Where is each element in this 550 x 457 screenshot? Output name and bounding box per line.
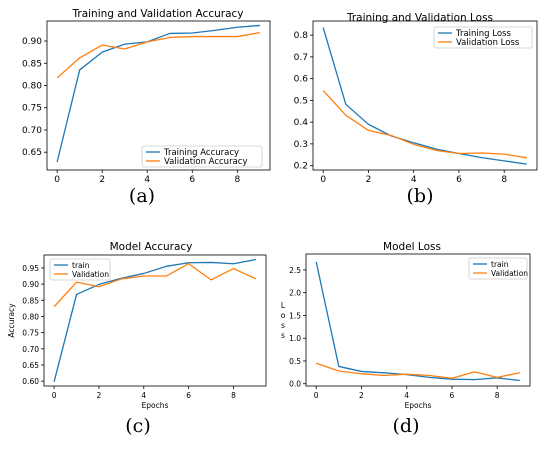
series-line-secondary: [322, 90, 527, 159]
y-tick-label: 0.2: [294, 162, 308, 172]
y-tick-label: 0.85: [22, 296, 39, 305]
x-tick-label: 8: [234, 175, 240, 185]
y-tick-label: 0.90: [22, 280, 39, 289]
x-tick-label: 6: [450, 391, 455, 400]
y-axis-label-letter: L: [281, 301, 286, 310]
x-tick-label: 8: [501, 175, 507, 185]
y-tick-label: 0.85: [22, 59, 42, 69]
legend-box: [468, 257, 528, 280]
y-tick-label: 0.8: [294, 31, 309, 41]
y-axis-label: Accuracy: [7, 303, 16, 338]
panel-label: (c): [125, 415, 150, 437]
y-tick-label: 0.75: [22, 104, 42, 114]
legend-label: Training Loss: [455, 29, 511, 39]
legend-label: Validation Loss: [456, 38, 520, 48]
chart-title: Model Accuracy: [110, 241, 193, 253]
y-tick-label: 0.3: [294, 140, 308, 150]
series-line-secondary: [56, 31, 260, 79]
x-tick-label: 6: [456, 175, 462, 185]
legend-label: train: [72, 261, 90, 270]
y-tick-label: 0.95: [22, 264, 39, 273]
x-tick-label: 0: [314, 391, 319, 400]
y-tick-label: 0.70: [22, 345, 39, 354]
legend-label: Validation Accuracy: [164, 157, 247, 167]
series-line-primary: [53, 258, 257, 382]
series-line-primary: [322, 27, 527, 165]
y-tick-label: 0.0: [289, 380, 301, 389]
chart-title: Training and Validation Loss: [346, 12, 493, 24]
y-tick-label: 0.90: [22, 37, 42, 47]
axes-frame: [305, 253, 531, 387]
x-tick-label: 2: [366, 175, 372, 185]
series-line-secondary: [53, 263, 257, 308]
y-tick-label: 2.0: [289, 289, 301, 298]
chart-a: Training and Validation Accuracy 0 2 4 6 8 0.6…: [22, 8, 271, 207]
panel-label: (d): [393, 415, 420, 437]
x-tick-label: 8: [231, 391, 236, 400]
panel-label: (b): [407, 185, 434, 207]
x-tick-label: 8: [495, 391, 500, 400]
y-tick-label: 0.80: [22, 312, 39, 321]
legend-label: train: [491, 260, 509, 269]
x-tick-label: 2: [99, 175, 105, 185]
y-axis-label-letter: s: [281, 321, 285, 330]
axes-frame: [43, 254, 267, 387]
y-tick-label: 0.5: [294, 96, 308, 106]
y-tick-label: 0.70: [22, 126, 42, 136]
y-tick-label: 0.6: [294, 75, 309, 85]
y-tick-label: 0.65: [22, 361, 39, 370]
chart-title: Training and Validation Accuracy: [72, 8, 244, 20]
chart-c: Model Accuracy 0 2 4 6 8 0.60 0.65 0.70 0.75 0.80 0…: [7, 241, 267, 437]
x-tick-label: 4: [404, 391, 409, 400]
y-tick-label: 1.0: [289, 334, 301, 343]
x-tick-label: 2: [359, 391, 364, 400]
x-tick-label: 0: [54, 175, 60, 185]
axes-frame: [312, 20, 538, 171]
series-line-primary: [315, 261, 520, 382]
x-tick-label: 0: [320, 175, 326, 185]
y-tick-label: 0.75: [22, 329, 39, 338]
chart-b: Training and Validation Loss 0 2 4 6 8 0.2 0.3 0…: [294, 12, 538, 207]
legend-box: [49, 258, 111, 281]
x-axis-label: Epochs: [405, 401, 432, 410]
chart-title: Model Loss: [383, 241, 441, 253]
panel-label: (a): [129, 185, 155, 207]
legend-box: [141, 145, 263, 168]
y-axis-label-letter: o: [281, 311, 286, 320]
axes-frame: [46, 20, 271, 171]
x-tick-label: 4: [141, 391, 146, 400]
y-tick-label: 0.65: [22, 148, 42, 158]
y-tick-label: 0.5: [289, 357, 301, 366]
x-tick-label: 0: [52, 391, 57, 400]
y-tick-label: 0.60: [22, 377, 39, 386]
y-tick-label: 2.5: [289, 266, 301, 275]
y-tick-label: 0.80: [22, 81, 42, 91]
x-tick-label: 4: [411, 175, 417, 185]
x-tick-label: 4: [144, 175, 150, 185]
legend-label: Validation: [491, 269, 528, 278]
series-line-secondary: [315, 362, 520, 379]
y-axis-label-letter: s: [281, 331, 285, 340]
chart-d: Model Loss 0 2 4 6 8 0.0 0.5 1.0 1.5 2.0 2.5 Epochs L…: [281, 241, 531, 437]
x-axis-label: Epochs: [142, 401, 169, 410]
legend-label: Validation: [72, 270, 109, 279]
y-tick-label: 1.5: [289, 311, 301, 320]
y-tick-label: 0.7: [294, 53, 308, 63]
legend-label: Training Accuracy: [163, 148, 239, 158]
legend-box: [433, 26, 533, 49]
x-tick-label: 6: [186, 391, 191, 400]
x-tick-label: 6: [189, 175, 195, 185]
x-tick-label: 2: [97, 391, 102, 400]
y-axis-label: Loss: [281, 301, 286, 340]
series-line-primary: [56, 24, 260, 163]
y-tick-label: 0.4: [294, 118, 309, 128]
